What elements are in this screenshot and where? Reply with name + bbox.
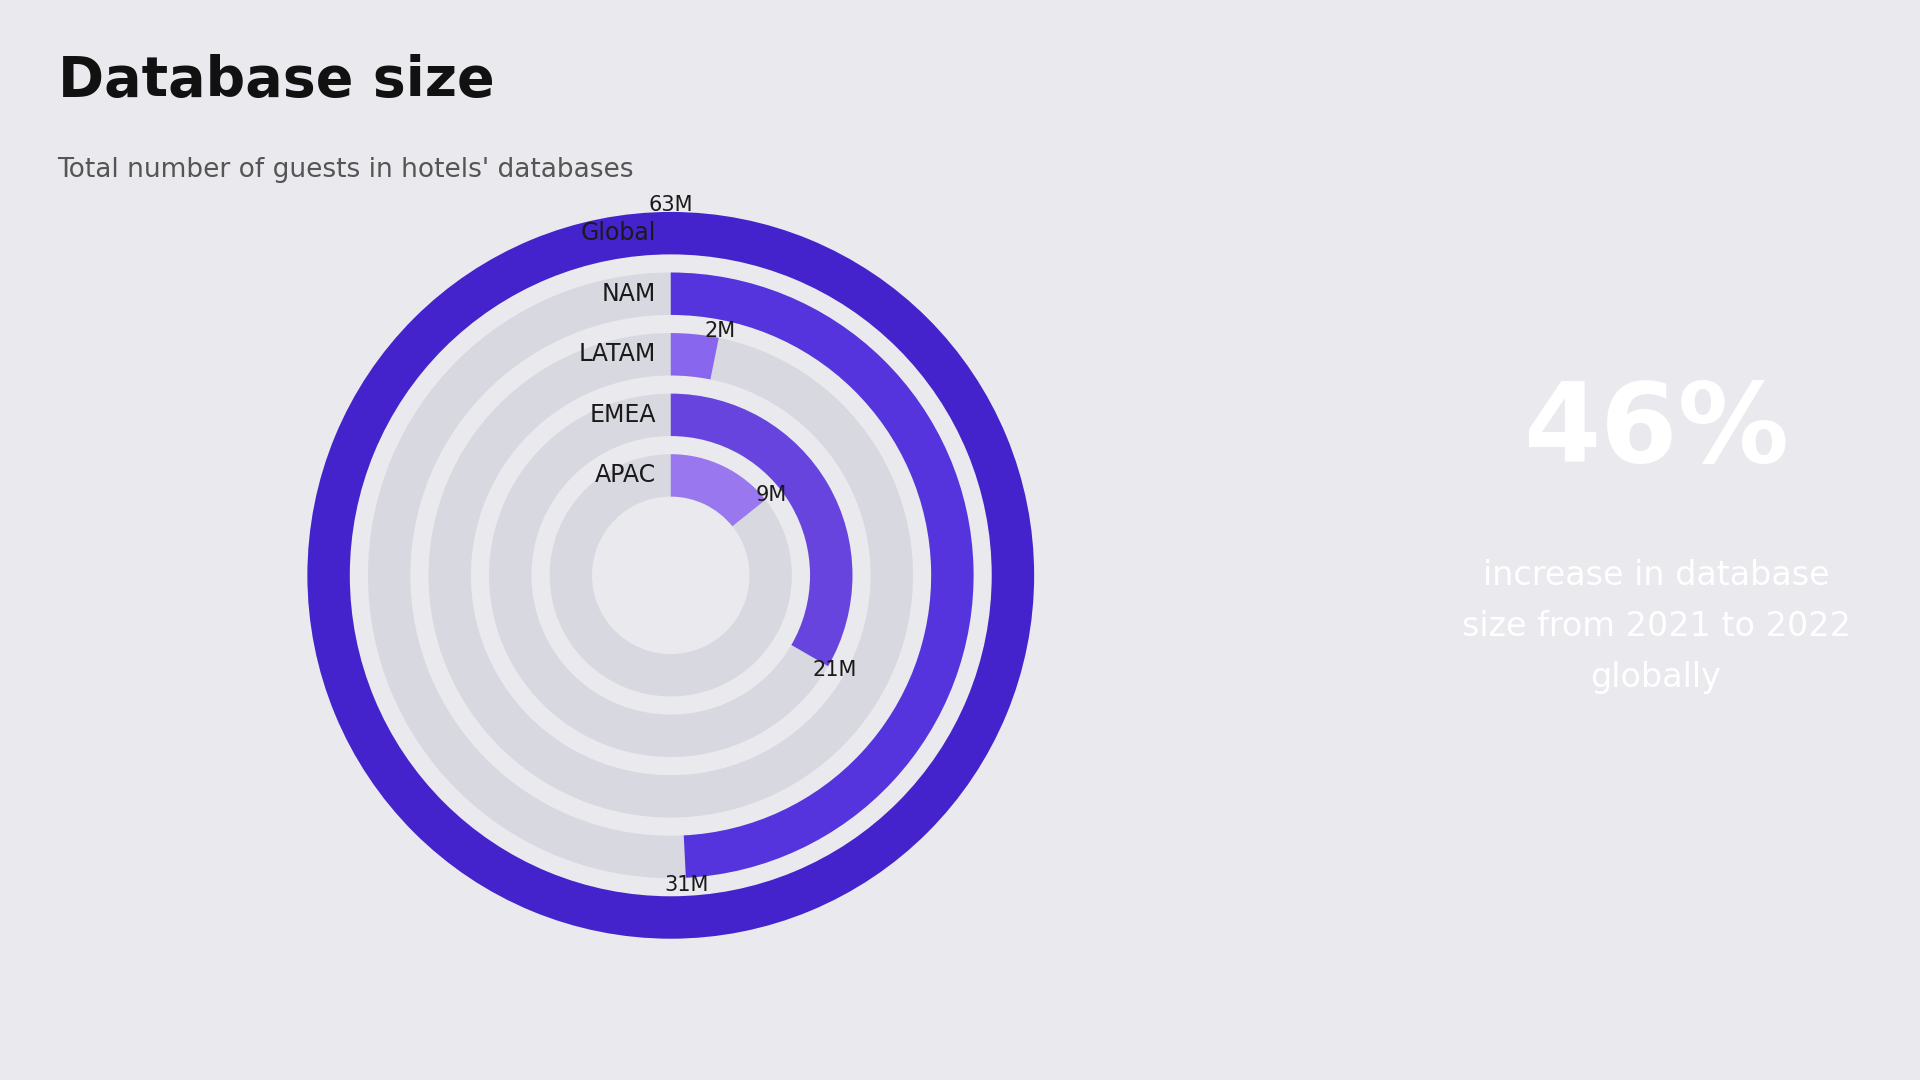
Text: Total number of guests in hotels' databases: Total number of guests in hotels' databa… [58, 157, 634, 183]
Wedge shape [670, 393, 852, 666]
Text: LATAM: LATAM [578, 342, 655, 366]
Text: EMEA: EMEA [589, 403, 655, 427]
Wedge shape [369, 272, 973, 878]
Wedge shape [428, 333, 914, 818]
Text: increase in database
size from 2021 to 2022
globally: increase in database size from 2021 to 2… [1461, 558, 1851, 694]
Wedge shape [549, 455, 791, 697]
Text: 21M: 21M [812, 660, 856, 679]
Wedge shape [670, 333, 718, 379]
Text: Database size: Database size [58, 54, 493, 108]
Wedge shape [490, 393, 852, 757]
Text: 31M: 31M [664, 875, 708, 895]
Text: 2M: 2M [705, 321, 735, 341]
Wedge shape [670, 272, 973, 878]
Text: NAM: NAM [601, 282, 655, 306]
Wedge shape [307, 212, 1035, 939]
Wedge shape [307, 212, 1035, 939]
Text: 9M: 9M [755, 485, 787, 505]
Text: 46%: 46% [1523, 378, 1789, 486]
Text: APAC: APAC [595, 463, 655, 487]
Text: Global: Global [580, 221, 655, 245]
Wedge shape [670, 455, 766, 526]
Text: 63M: 63M [649, 194, 693, 215]
